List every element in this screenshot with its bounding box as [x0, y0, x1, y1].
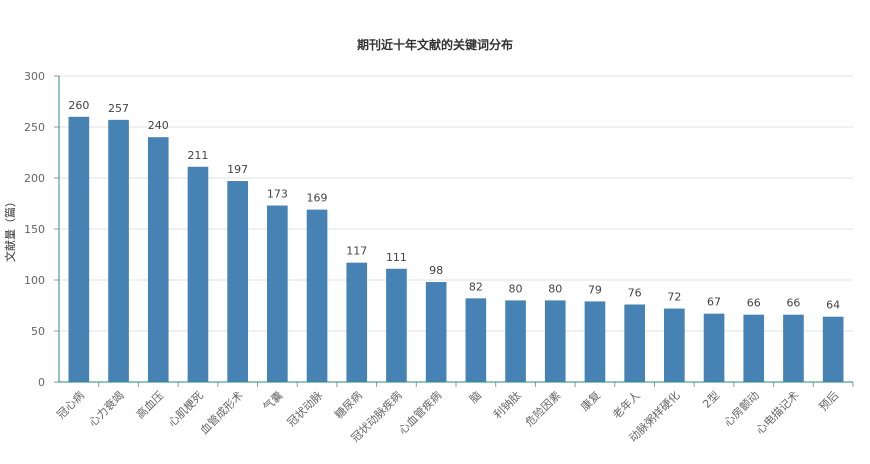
bar: [703, 313, 725, 382]
bar: [68, 116, 90, 383]
data-label: 211: [187, 149, 208, 162]
bar: [822, 316, 844, 382]
bar: [108, 119, 129, 383]
data-label: 76: [628, 286, 642, 299]
bar: [187, 166, 209, 382]
x-tick-label: 心力衰竭: [86, 388, 127, 429]
x-tick-label: 预后: [817, 389, 842, 414]
bar: [346, 262, 368, 382]
x-tick-label: 利钠肽: [490, 388, 523, 421]
bar: [544, 300, 566, 382]
data-label: 67: [707, 296, 721, 309]
data-label: 66: [747, 297, 761, 310]
data-label: 197: [227, 163, 248, 176]
data-label: 82: [469, 280, 483, 293]
x-tick-label: 老年人: [610, 388, 643, 421]
y-tick-label: 200: [24, 172, 45, 185]
bar: [743, 314, 765, 382]
bar: [584, 301, 606, 382]
x-tick-label: 危险因素: [522, 388, 563, 429]
bar: [147, 137, 169, 382]
data-label: 64: [826, 299, 840, 312]
y-tick-label: 50: [31, 325, 45, 338]
x-tick-label: 心房颤动: [721, 388, 762, 429]
chart-title: 期刊近十年文献的关键词分布: [356, 38, 513, 52]
gridlines: [59, 75, 853, 332]
data-label: 173: [267, 188, 288, 201]
bar: [267, 205, 288, 382]
y-tick-label: 0: [38, 376, 45, 389]
y-axis-title: 文献量（篇）: [3, 196, 17, 262]
data-label: 80: [509, 282, 523, 295]
data-label: 240: [148, 119, 169, 132]
data-label: 79: [588, 283, 602, 296]
x-tick-label: 心血管疾病: [395, 388, 444, 437]
x-tick-label: 心肌梗死: [165, 388, 206, 429]
y-tick-label: 300: [24, 70, 45, 83]
bar: [306, 209, 328, 382]
bar: [664, 308, 685, 382]
bars: [68, 116, 844, 383]
bar: [465, 298, 487, 382]
x-axis-ticks: 冠心病 心力衰竭 高血压 心肌梗死血管成形术 气囊 冠状动脉 糖尿病冠状动脉疾病心血管疾病脑…: [54, 382, 854, 445]
bar: [505, 300, 526, 382]
y-tick-label: 150: [24, 223, 45, 236]
data-label: 257: [108, 102, 129, 115]
data-label: 80: [548, 282, 562, 295]
bar: [624, 304, 645, 382]
y-tick-label: 100: [24, 274, 45, 287]
x-tick-label: 康复: [578, 388, 603, 413]
x-tick-label: 脑: [467, 389, 484, 406]
bar: [783, 314, 804, 382]
x-tick-label: 高血压: [133, 388, 166, 421]
x-tick-label: 2型: [700, 388, 723, 411]
x-tick-label: 冠心病: [54, 388, 87, 421]
bar: [386, 268, 407, 382]
data-label: 111: [386, 251, 407, 264]
x-tick-label: 糖尿病: [332, 388, 365, 421]
y-tick-label: 250: [24, 121, 45, 134]
data-label: 72: [667, 291, 681, 304]
x-tick-label: 血管成形术: [197, 388, 246, 437]
data-label: 169: [307, 192, 328, 205]
bar: [227, 181, 248, 382]
x-tick-label: 心电描记术: [753, 388, 802, 437]
data-label: 117: [346, 245, 367, 258]
x-tick-label: 冠状动脉: [284, 388, 325, 429]
data-labels: 260 257 240 211 197 173 169 117 111 98 82 80 80 79 76 7…: [68, 99, 840, 312]
x-tick-label: 气囊: [260, 388, 285, 413]
y-axis-ticks: 0 50 100 150 200 250 300: [24, 70, 59, 389]
data-label: 260: [68, 99, 89, 112]
bar: [425, 282, 447, 382]
data-label: 66: [786, 297, 800, 310]
data-label: 98: [429, 264, 443, 277]
